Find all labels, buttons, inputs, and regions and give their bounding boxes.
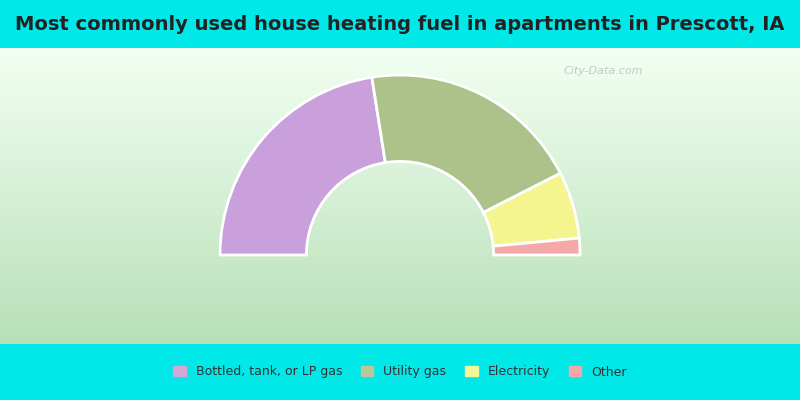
Wedge shape — [483, 173, 579, 246]
Wedge shape — [493, 238, 580, 255]
Wedge shape — [372, 75, 560, 212]
Legend: Bottled, tank, or LP gas, Utility gas, Electricity, Other: Bottled, tank, or LP gas, Utility gas, E… — [167, 359, 633, 385]
Text: City-Data.com: City-Data.com — [563, 66, 643, 76]
Text: Most commonly used house heating fuel in apartments in Prescott, IA: Most commonly used house heating fuel in… — [15, 14, 785, 34]
Wedge shape — [220, 77, 386, 255]
